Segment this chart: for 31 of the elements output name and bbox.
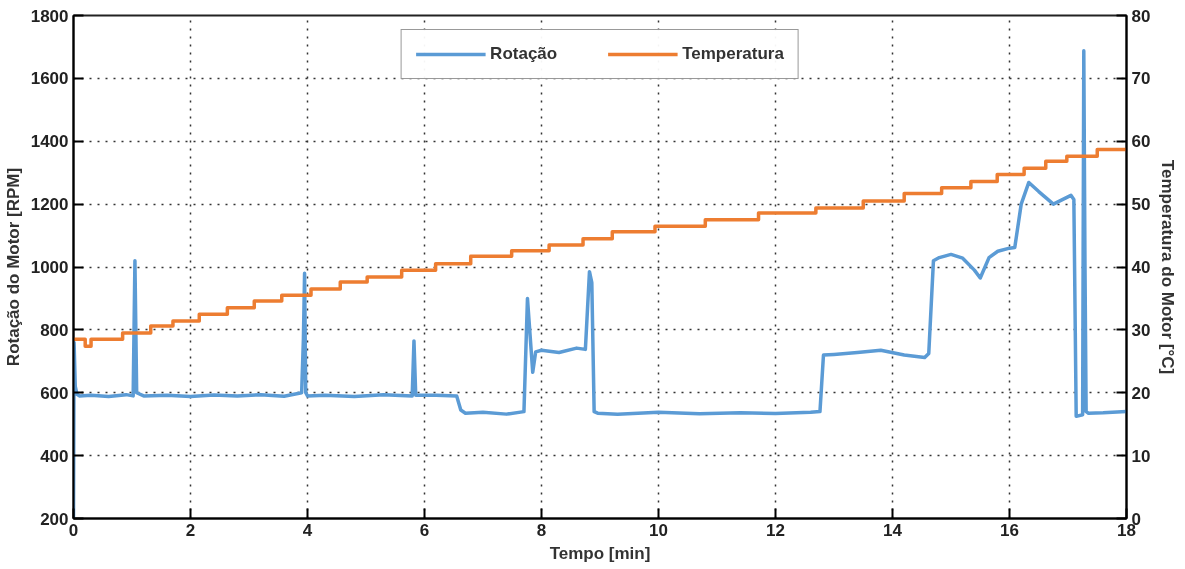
- x-tick-label: 10: [649, 520, 668, 540]
- legend-label: Temperatura: [682, 44, 784, 64]
- x-tick-label: 0: [68, 520, 79, 540]
- y-tick-label: 800: [40, 320, 69, 340]
- y-tick-label: 1800: [30, 6, 69, 26]
- y-tick-label: 1400: [30, 132, 69, 152]
- y2-tick-label: 60: [1131, 132, 1151, 152]
- x-tick-label: 16: [1000, 520, 1019, 540]
- y-tick-label: 400: [40, 446, 69, 466]
- x-axis-title: Tempo [min]: [549, 543, 651, 563]
- y2-tick-label: 40: [1131, 258, 1151, 277]
- y-tick-label: 1200: [30, 195, 69, 215]
- y2-tick-label: 70: [1131, 69, 1151, 89]
- y2-axis-title: Temperatura do Motor [°C]: [1158, 159, 1178, 375]
- y2-tick-label: 30: [1131, 320, 1151, 340]
- legend-label: Rotação: [490, 44, 558, 64]
- y-tick-label: 1600: [30, 69, 69, 89]
- y2-tick-label: 80: [1131, 6, 1151, 26]
- x-tick-label: 8: [536, 520, 547, 540]
- x-tick-label: 2: [185, 520, 196, 540]
- y-tick-label: 600: [40, 383, 69, 403]
- y-tick-label: 1000: [30, 258, 69, 277]
- x-tick-label: 14: [883, 520, 903, 540]
- y2-tick-label: 20: [1131, 383, 1151, 403]
- x-tick-label: 4: [302, 520, 313, 540]
- x-tick-label: 6: [419, 520, 430, 540]
- y2-tick-label: 50: [1131, 195, 1151, 215]
- x-tick-label: 12: [766, 520, 785, 540]
- y-axis-title: Rotação do Motor [RPM]: [3, 167, 23, 367]
- y-tick-label: 200: [40, 509, 69, 529]
- y2-tick-label: 10: [1131, 446, 1151, 466]
